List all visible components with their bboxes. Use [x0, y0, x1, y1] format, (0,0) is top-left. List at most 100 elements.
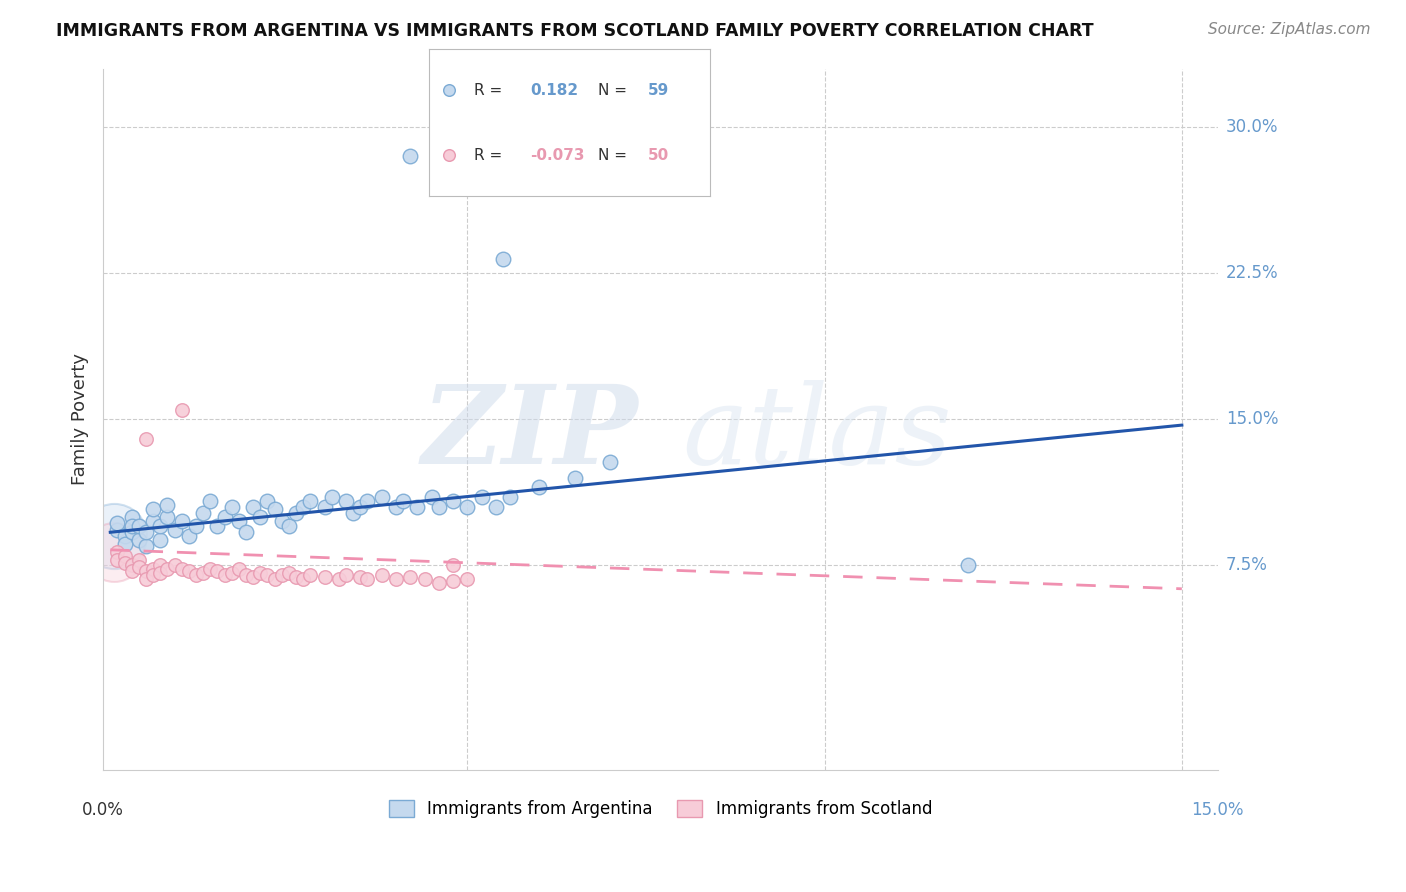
Text: ZIP: ZIP: [422, 379, 638, 487]
Point: [371, 568, 394, 582]
Point: [441, 574, 464, 588]
Point: [299, 568, 322, 582]
Point: [413, 572, 436, 586]
Point: [285, 570, 308, 584]
Point: [121, 519, 143, 533]
Point: [121, 525, 143, 540]
Point: [214, 568, 236, 582]
Point: [214, 509, 236, 524]
Text: N =: N =: [598, 147, 627, 162]
Point: [270, 514, 292, 528]
Point: [335, 568, 357, 582]
Point: [242, 500, 264, 514]
Point: [456, 572, 478, 586]
Point: [356, 494, 378, 508]
Point: [356, 572, 378, 586]
Point: [441, 494, 464, 508]
Point: [114, 529, 136, 543]
Point: [399, 570, 422, 584]
Text: IMMIGRANTS FROM ARGENTINA VS IMMIGRANTS FROM SCOTLAND FAMILY POVERTY CORRELATION: IMMIGRANTS FROM ARGENTINA VS IMMIGRANTS …: [56, 22, 1094, 40]
Point: [299, 494, 322, 508]
Point: [121, 558, 143, 573]
Text: -0.073: -0.073: [530, 147, 585, 162]
Point: [107, 552, 129, 566]
Point: [235, 568, 257, 582]
Point: [177, 564, 200, 578]
Text: 22.5%: 22.5%: [1226, 264, 1278, 282]
Point: [200, 494, 222, 508]
Point: [135, 525, 157, 540]
Point: [149, 558, 172, 573]
Point: [142, 514, 165, 528]
Point: [142, 562, 165, 576]
Point: [564, 471, 586, 485]
Point: [420, 490, 443, 504]
Point: [335, 494, 357, 508]
Text: atlas: atlas: [683, 379, 952, 487]
Point: [292, 572, 315, 586]
Text: Source: ZipAtlas.com: Source: ZipAtlas.com: [1208, 22, 1371, 37]
Point: [121, 509, 143, 524]
Point: [228, 562, 250, 576]
Point: [156, 498, 179, 512]
Point: [285, 506, 308, 520]
Point: [170, 402, 193, 417]
Text: 59: 59: [648, 83, 669, 98]
Point: [406, 500, 429, 514]
Point: [103, 545, 125, 559]
Point: [492, 252, 515, 267]
Point: [135, 564, 157, 578]
Point: [527, 480, 550, 494]
Point: [485, 500, 508, 514]
Point: [349, 570, 371, 584]
Point: [170, 562, 193, 576]
Point: [427, 576, 450, 591]
Point: [249, 566, 271, 581]
Point: [163, 524, 186, 538]
Point: [441, 558, 464, 573]
Text: 15.0%: 15.0%: [1191, 800, 1244, 819]
Point: [599, 455, 621, 469]
Point: [249, 509, 271, 524]
Point: [114, 549, 136, 563]
Point: [242, 570, 264, 584]
Point: [191, 566, 214, 581]
Text: 0.0%: 0.0%: [82, 800, 124, 819]
Legend: Immigrants from Argentina, Immigrants from Scotland: Immigrants from Argentina, Immigrants fr…: [382, 793, 939, 825]
Point: [235, 525, 257, 540]
Point: [149, 519, 172, 533]
Point: [128, 519, 150, 533]
Point: [142, 568, 165, 582]
Point: [385, 572, 408, 586]
Point: [135, 539, 157, 553]
Point: [349, 500, 371, 514]
Point: [128, 552, 150, 566]
Point: [121, 564, 143, 578]
Point: [371, 490, 394, 504]
Point: [456, 500, 478, 514]
Point: [207, 519, 229, 533]
Point: [107, 516, 129, 530]
Point: [471, 490, 494, 504]
Point: [207, 564, 229, 578]
Point: [392, 494, 415, 508]
Point: [149, 566, 172, 581]
Point: [103, 529, 125, 543]
Point: [184, 519, 207, 533]
Text: R =: R =: [474, 83, 502, 98]
Point: [292, 500, 315, 514]
Point: [437, 148, 460, 162]
Point: [156, 562, 179, 576]
Point: [142, 502, 165, 516]
Point: [184, 568, 207, 582]
Y-axis label: Family Poverty: Family Poverty: [72, 353, 89, 485]
Point: [107, 524, 129, 538]
Text: 7.5%: 7.5%: [1226, 557, 1268, 574]
Point: [385, 500, 408, 514]
Point: [221, 500, 243, 514]
Point: [328, 572, 350, 586]
Point: [256, 568, 278, 582]
Text: 50: 50: [648, 147, 669, 162]
Point: [156, 509, 179, 524]
Point: [263, 502, 285, 516]
